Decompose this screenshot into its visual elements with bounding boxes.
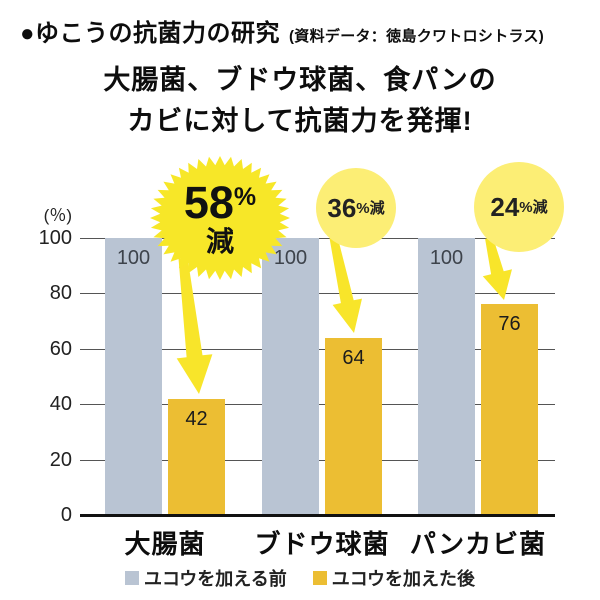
bar-value-label: 100 bbox=[429, 247, 464, 269]
bar-before-yukou bbox=[418, 238, 475, 515]
bar-after-yukou bbox=[481, 304, 538, 515]
y-tick-label: 20 bbox=[49, 448, 72, 471]
reduction-value: 36 bbox=[327, 193, 357, 223]
category-label: ブドウ球菌 bbox=[254, 529, 390, 559]
y-tick-label: 80 bbox=[49, 282, 72, 305]
chart-headline: 大腸菌、ブドウ球菌、食パンの カビに対して抗菌力を発揮! bbox=[0, 60, 600, 142]
bar-value-label: 76 bbox=[498, 313, 521, 336]
reduction-suffix: %減 bbox=[519, 198, 548, 216]
reduction-badge-starburst: 58% 減 bbox=[149, 155, 291, 281]
category-label: 大腸菌 bbox=[124, 529, 206, 559]
starburst-icon bbox=[150, 156, 290, 280]
y-axis-unit-label: (％) bbox=[43, 206, 72, 225]
reduction-badge-text: 58% 減 bbox=[184, 180, 256, 256]
reduction-value: 58 bbox=[183, 177, 234, 228]
reduction-unit: 減 bbox=[205, 226, 234, 257]
y-tick-label: 100 bbox=[38, 227, 72, 249]
reduction-badge-circle-2: 36 %減 bbox=[316, 168, 396, 248]
bar-after-yukou bbox=[168, 398, 225, 515]
bar-before-yukou bbox=[262, 238, 319, 515]
legend-swatch-before bbox=[124, 571, 139, 585]
reduction-value: 24 bbox=[490, 192, 520, 222]
x-axis-baseline bbox=[80, 513, 555, 517]
bar-value-label: 64 bbox=[342, 346, 365, 369]
legend-item-before: ユコウを加える前 bbox=[124, 565, 287, 591]
header: ●ゆこうの抗菌力の研究 (資料データ：徳島クワトロシトラス) bbox=[20, 13, 544, 48]
bar-before-yukou bbox=[105, 238, 162, 515]
page-title: ●ゆこうの抗菌力の研究 bbox=[20, 20, 280, 47]
chart-headline-line-2: カビに対して抗菌力を発揮! bbox=[127, 106, 473, 136]
category-label: パンカビ菌 bbox=[409, 529, 547, 559]
legend-label-before: ユコウを加える前 bbox=[143, 569, 287, 589]
legend-label-after: ユコウを加えた後 bbox=[331, 569, 476, 589]
data-source-note: (資料データ：徳島クワトロシトラス) bbox=[289, 28, 545, 45]
reduction-badge-circle-3: 24 %減 bbox=[474, 162, 564, 252]
bar-value-label: 100 bbox=[273, 247, 308, 269]
bar-after-yukou bbox=[325, 337, 382, 515]
legend: ユコウを加える前 ユコウを加えた後 bbox=[0, 565, 600, 591]
reduction-suffix: %減 bbox=[356, 199, 385, 217]
y-tick-label: 0 bbox=[60, 504, 72, 526]
legend-item-after: ユコウを加えた後 bbox=[312, 565, 476, 591]
bar-value-label: 42 bbox=[185, 407, 208, 430]
y-tick-label: 60 bbox=[49, 337, 72, 360]
y-tick-label: 40 bbox=[49, 393, 72, 416]
percent-sign: % bbox=[233, 183, 257, 211]
bar-value-label: 100 bbox=[116, 247, 151, 269]
chart-headline-line-1: 大腸菌、ブドウ球菌、食パンの bbox=[103, 65, 497, 95]
legend-swatch-after bbox=[312, 571, 327, 585]
